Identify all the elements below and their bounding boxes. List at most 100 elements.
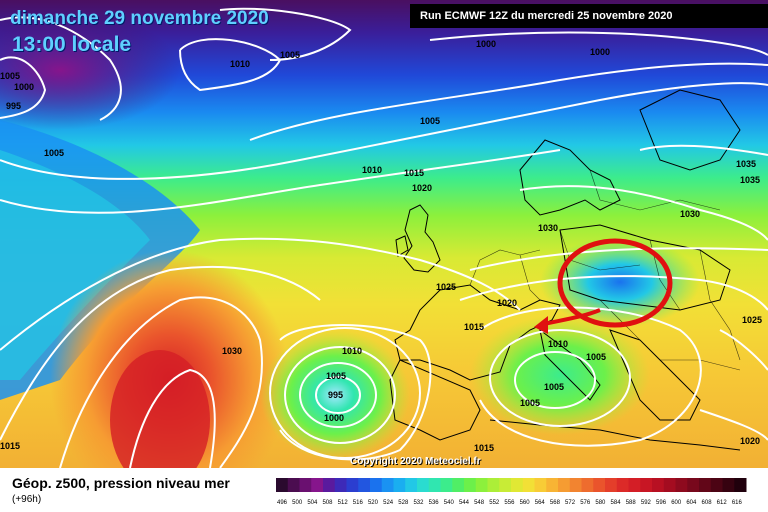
copyright: Copyright 2020 Meteociel.fr	[350, 456, 481, 467]
isobar-label: 1005	[280, 50, 300, 60]
northern-low	[0, 10, 180, 130]
legend-tick-label: 592	[641, 500, 652, 506]
isobar-label: 1020	[412, 183, 432, 193]
isobar-label: 1000	[14, 82, 34, 92]
low-west	[260, 330, 410, 460]
legend-swatch	[581, 478, 594, 492]
legend-swatch	[334, 478, 347, 492]
legend-swatch	[464, 478, 477, 492]
forecast-map: 1010 1005 1000 995 1000 1005 1000 1005 1…	[0, 0, 768, 468]
legend-swatch	[675, 478, 688, 492]
coastlines	[389, 89, 741, 451]
legend-swatch	[276, 478, 289, 492]
isobar-label: 1030	[538, 223, 558, 233]
isobar-label: 1000	[324, 413, 344, 423]
legend-swatch	[522, 478, 535, 492]
legend-swatch	[687, 478, 700, 492]
legend-swatch	[546, 478, 559, 492]
forecast-time: 13:00 locale	[12, 33, 132, 56]
isobar-label: 1010	[230, 59, 250, 69]
legend-tick-label: 588	[626, 500, 637, 506]
isobar-label: 1025	[742, 315, 762, 325]
model-run-info: Run ECMWF 12Z du mercredi 25 novembre 20…	[410, 4, 768, 28]
legend-swatch	[358, 478, 371, 492]
legend-swatch	[652, 478, 665, 492]
legend-tick-label: 568	[550, 500, 561, 506]
isobar-label: 1015	[404, 168, 424, 178]
legend-tick-label: 528	[398, 500, 409, 506]
legend-tick-label: 572	[565, 500, 576, 506]
isobar-label: 1020	[497, 298, 517, 308]
legend-swatch	[323, 478, 336, 492]
legend-swatch	[593, 478, 606, 492]
product-title: Géop. z500, pression niveau mer	[12, 475, 230, 491]
isobar-label: 1030	[222, 346, 242, 356]
isobar-label: 1010	[342, 346, 362, 356]
legend-swatch	[487, 478, 500, 492]
legend-tick-label: 524	[383, 500, 394, 506]
legend-tick-label: 536	[429, 500, 440, 506]
forecast-date: dimanche 29 novembre 2020	[10, 8, 269, 29]
legend-tick-label: 552	[489, 500, 500, 506]
isobar-label: 1005	[326, 371, 346, 381]
legend-swatch	[499, 478, 512, 492]
legend-tick-label: 600	[671, 500, 682, 506]
highlight-arrow-head	[534, 316, 548, 334]
isobar-label: 1000	[476, 39, 496, 49]
legend-tick-label: 556	[504, 500, 515, 506]
isobar-label: 1005	[520, 398, 540, 408]
legend-swatch	[417, 478, 430, 492]
isobar-label: 1005	[420, 116, 440, 126]
legend-tick-label: 580	[595, 500, 606, 506]
isobar-label: 995	[6, 101, 21, 111]
legend-tick-label: 532	[413, 500, 424, 506]
isobar-label: 1015	[0, 441, 20, 451]
legend-swatch	[663, 478, 676, 492]
legend-swatch	[628, 478, 641, 492]
legend-swatch	[734, 478, 747, 492]
legend-swatch	[405, 478, 418, 492]
legend-swatch	[511, 478, 524, 492]
lead-time: (+96h)	[12, 494, 42, 505]
legend-swatch	[393, 478, 406, 492]
isobar-label: 1000	[590, 47, 610, 57]
isobar-label: 1030	[680, 209, 700, 219]
legend-tick-label: 608	[702, 500, 713, 506]
isobar-label: 1010	[548, 339, 568, 349]
isobar-label: 1015	[464, 322, 484, 332]
legend-tick-label: 596	[656, 500, 667, 506]
legend-swatch	[710, 478, 723, 492]
color-scale-legend: 496 500 504 508 512 516 520 524 528 532 536 540 544 5…	[276, 478, 747, 506]
legend-swatch	[346, 478, 359, 492]
legend-tick-label: 512	[338, 500, 349, 506]
legend-tick-label: 604	[686, 500, 697, 506]
isobars	[0, 7, 768, 468]
legend-swatch	[534, 478, 547, 492]
ridge-core	[110, 350, 210, 468]
legend-tick-label: 508	[322, 500, 333, 506]
legend-tick-label: 500	[292, 500, 303, 506]
legend-tick-label: 612	[717, 500, 728, 506]
legend-swatch	[428, 478, 441, 492]
legend-tick-label: 520	[368, 500, 379, 506]
legend-swatch	[605, 478, 618, 492]
isobar-label: 1005	[0, 71, 20, 81]
isobar-label: 1025	[436, 282, 456, 292]
legend-swatch	[452, 478, 465, 492]
isobar-label: 1005	[44, 148, 64, 158]
legend-swatch	[475, 478, 488, 492]
legend-tick-label: 560	[520, 500, 531, 506]
isobar-label: 1005	[586, 352, 606, 362]
legend-tick-label: 616	[732, 500, 743, 506]
legend-tick-label: 584	[611, 500, 622, 506]
legend-swatch	[381, 478, 394, 492]
legend-tick-label: 548	[474, 500, 485, 506]
legend-swatch	[299, 478, 312, 492]
legend-swatch	[287, 478, 300, 492]
isobar-label-group: 1010 1005 1000 995 1000 1005 1000 1005 1…	[0, 39, 762, 453]
legend-swatch	[569, 478, 582, 492]
legend-tick-label: 504	[307, 500, 318, 506]
isobar-label: 1020	[740, 436, 760, 446]
legend-swatch	[370, 478, 383, 492]
isobar-label: 1035	[740, 175, 760, 185]
